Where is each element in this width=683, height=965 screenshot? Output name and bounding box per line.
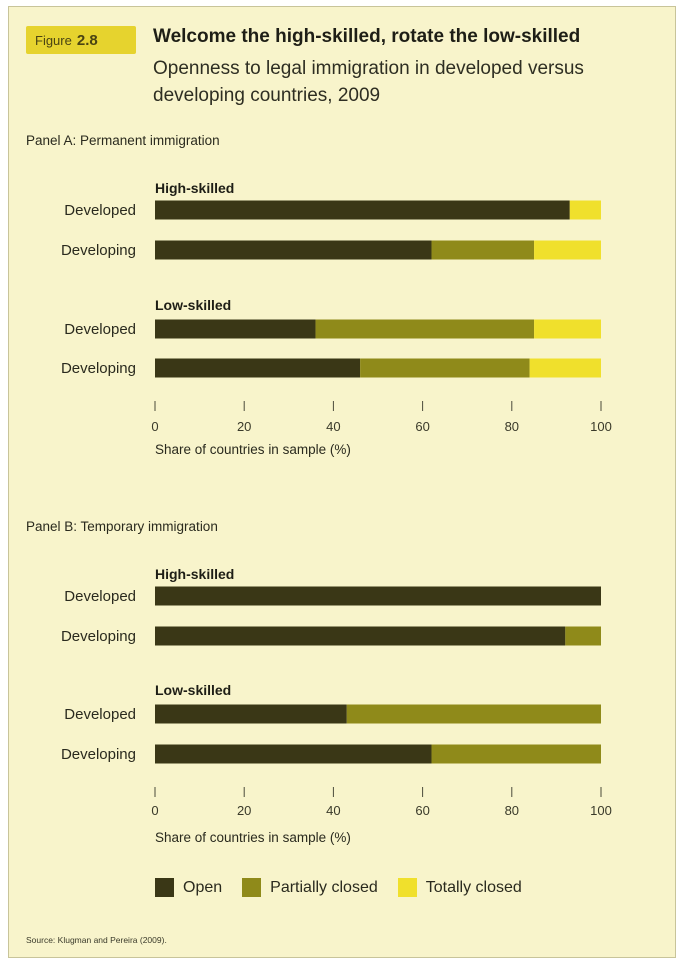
panel-b-group-label-0: High-skilled <box>155 566 234 582</box>
panel-a-x-tick-label: 0 <box>151 419 158 434</box>
figure-badge: Figure 2.8 <box>26 26 136 54</box>
panel-a-bar-partially-closed <box>431 240 535 260</box>
panel-b-x-tick-label: 20 <box>237 803 251 818</box>
figure-label: Figure <box>35 32 72 48</box>
panel-a-x-tick-label: 40 <box>326 419 340 434</box>
panel-b-bar-partially-closed <box>431 744 601 764</box>
panel-b-group-label-1: Low-skilled <box>155 682 231 698</box>
panel-a-group-label-0: High-skilled <box>155 180 234 196</box>
panel-a-bar-open <box>155 358 361 378</box>
panel-a-bar-partially-closed <box>315 319 535 339</box>
legend-label-open: Open <box>183 878 223 896</box>
panel-b-bar-partially-closed <box>346 704 601 724</box>
legend-swatch-partially-closed <box>242 878 262 897</box>
panel-b-bar-open <box>155 626 566 646</box>
panel-a-category-label: Developing <box>61 242 136 259</box>
panel-b-category-label: Developing <box>61 746 136 763</box>
panel-a-bar-totally-closed <box>534 319 601 339</box>
panel-a-category-label: Developing <box>61 360 136 377</box>
panel-b-x-tick-label: 60 <box>415 803 429 818</box>
panel-a-group-label-1: Low-skilled <box>155 297 231 313</box>
panel-a-bar-totally-closed <box>529 358 601 378</box>
chart-legend: Open Partially closed Totally closed <box>155 878 542 897</box>
legend-label-totally-closed: Totally closed <box>425 878 522 896</box>
panel-a-x-axis-label: Share of countries in sample (%) <box>155 442 351 457</box>
source-note: Source: Klugman and Pereira (2009). <box>26 935 167 945</box>
panel-b-bar-partially-closed <box>565 626 601 646</box>
legend-swatch-open <box>155 878 174 897</box>
panel-a-category-label: Developed <box>64 321 136 338</box>
panel-a-x-tick-label: 60 <box>415 419 429 434</box>
panel-b-x-tick-label: 100 <box>590 803 612 818</box>
figure-frame <box>8 6 676 958</box>
panel-b-x-tick-label: 80 <box>505 803 519 818</box>
legend-item-open: Open <box>155 878 222 897</box>
panel-a-bar-totally-closed <box>534 240 601 260</box>
panel-b-x-axis-label: Share of countries in sample (%) <box>155 830 351 845</box>
figure-title: Welcome the high-skilled, rotate the low… <box>153 26 581 47</box>
legend-item-partially-closed: Partially closed <box>242 878 378 897</box>
panel-a-category-label: Developed <box>64 202 136 219</box>
panel-a-bar-totally-closed <box>569 200 601 220</box>
figure-subtitle: Openness to legal immigration in develop… <box>153 58 584 106</box>
panel-b-bar-open <box>155 704 347 724</box>
panel-b-x-tick-label: 0 <box>151 803 158 818</box>
panel-a-x-tick-label: 80 <box>505 419 519 434</box>
panel-b-bar-open <box>155 586 601 606</box>
legend-item-totally-closed: Totally closed <box>397 878 522 897</box>
figure-number: 2.8 <box>76 31 98 49</box>
panel-b-category-label: Developed <box>64 588 136 605</box>
panel-a-title: Panel A: Permanent immigration <box>26 133 220 148</box>
panel-b-category-label: Developed <box>64 706 136 723</box>
panel-b-bar-open <box>155 744 432 764</box>
panel-b-x-tick-label: 40 <box>326 803 340 818</box>
panel-b-category-label: Developing <box>61 628 136 645</box>
panel-a-bar-open <box>155 240 432 260</box>
panel-a-bar-partially-closed <box>360 358 530 378</box>
legend-label-partially-closed: Partially closed <box>270 878 378 896</box>
panel-b-title: Panel B: Temporary immigration <box>26 519 218 534</box>
panel-a-bar-open <box>155 319 316 339</box>
panel-a-bar-open <box>155 200 570 220</box>
panel-a-x-tick-label: 100 <box>590 419 612 434</box>
legend-swatch-totally-closed <box>397 878 417 897</box>
panel-a-x-tick-label: 20 <box>237 419 251 434</box>
